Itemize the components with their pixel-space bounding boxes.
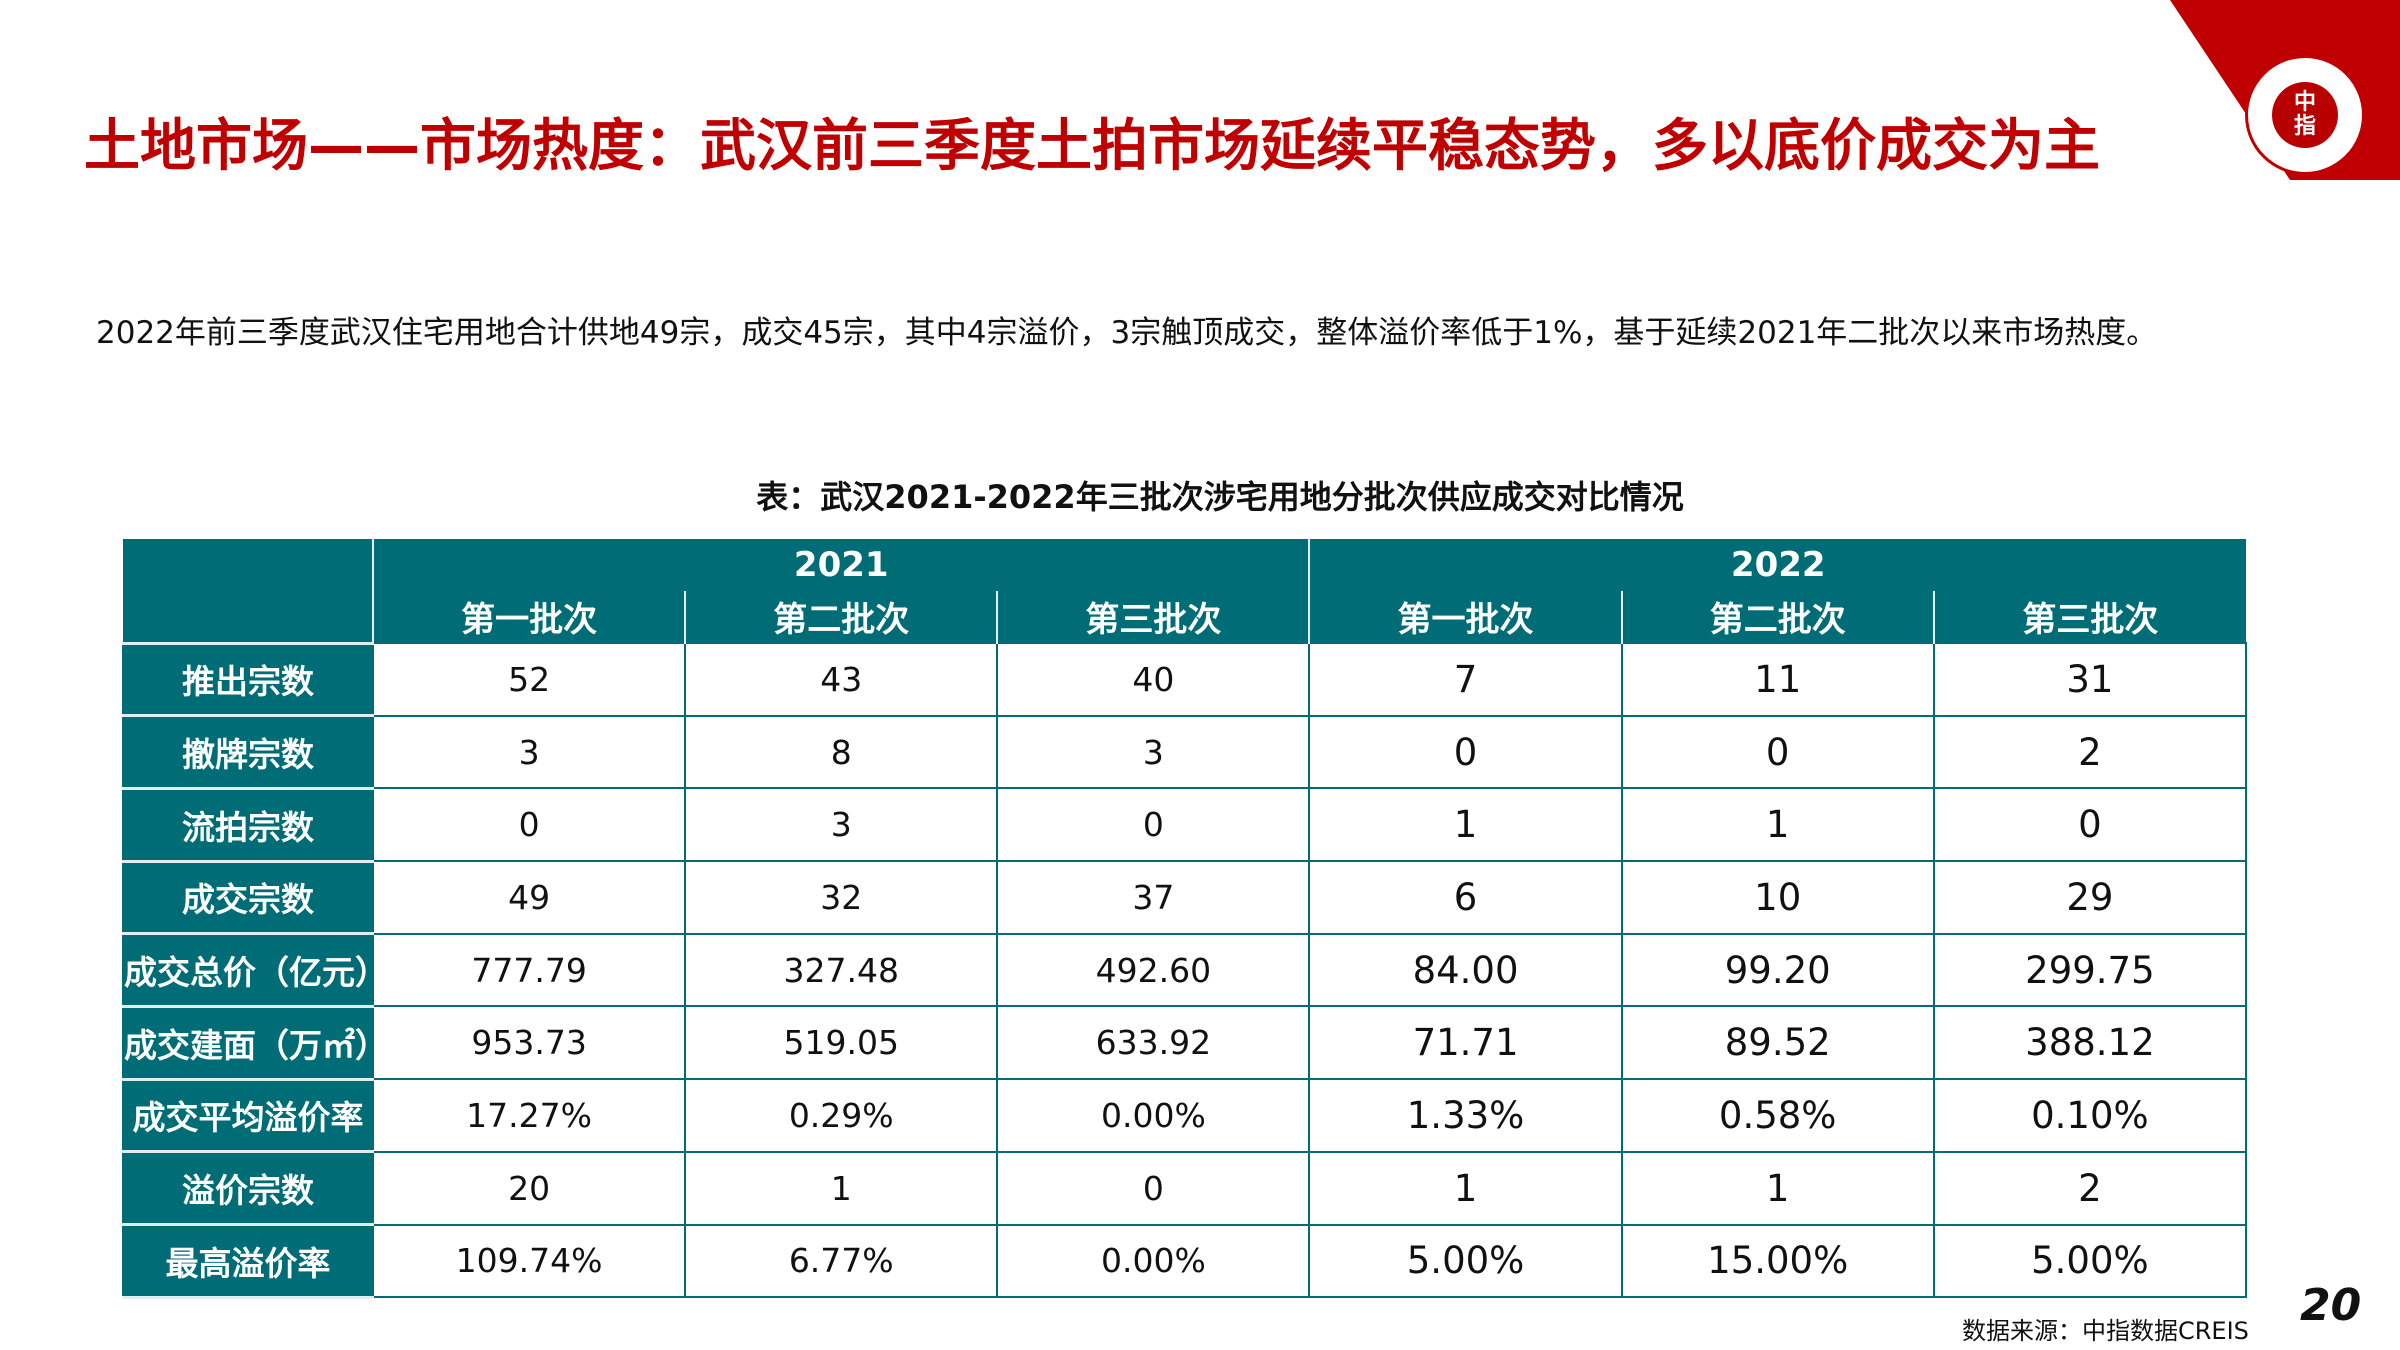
table-cell: 2: [1932, 714, 2248, 790]
logo-text: 指: [2293, 114, 2316, 139]
row-label: 成交平均溢价率: [122, 1078, 374, 1154]
year-header: 2022: [1308, 539, 2246, 591]
table-cell: 1: [684, 1150, 999, 1226]
table-cell: 32: [684, 860, 999, 935]
table-cell: 0.00%: [996, 1078, 1311, 1153]
table-cell: 8: [684, 714, 999, 790]
corner-cell: [123, 539, 373, 645]
page-title: 土地市场——市场热度：武汉前三季度土拍市场延续平稳态势，多以底价成交为主: [84, 114, 2100, 179]
row-label: 成交总价（亿元）: [122, 932, 374, 1008]
logo-text: 中: [2293, 89, 2316, 115]
table-cell: 49: [371, 860, 687, 935]
table-cell: 7: [1308, 642, 1623, 717]
table-cell: 5.00%: [1308, 1223, 1623, 1299]
table-cell: 89.52: [1620, 1005, 1935, 1081]
table-cell: 43: [684, 642, 999, 717]
row-label: 流拍宗数: [122, 787, 374, 863]
batch-header: 第二批次: [1620, 591, 1934, 643]
table-cell: 1: [1620, 1150, 1935, 1226]
table-cell: 299.75: [1932, 932, 2248, 1008]
table-row: 最高溢价率 109.74% 6.77% 0.00% 5.00% 15.00% 5.00%: [122, 1223, 2248, 1299]
table-cell: 0: [1308, 714, 1623, 790]
table-cell: 0.10%: [1932, 1078, 2248, 1153]
china-index-academy-logo: 中指: [2245, 55, 2365, 175]
row-label: 最高溢价率: [122, 1223, 374, 1299]
table-cell: 1: [1308, 1150, 1623, 1226]
row-label: 溢价宗数: [122, 1150, 374, 1226]
table-cell: 0: [996, 1150, 1311, 1226]
table-cell: 109.74%: [371, 1223, 687, 1299]
data-source: 数据来源：中指数据CREIS: [1962, 1317, 2249, 1345]
table-cell: 40: [996, 642, 1311, 717]
table-cell: 1: [1620, 787, 1935, 863]
table-cell: 15.00%: [1620, 1223, 1935, 1299]
table-cell: 99.20: [1620, 932, 1935, 1008]
table-cell: 0: [371, 787, 687, 863]
table-row: 成交建面（万㎡） 953.73 519.05 633.92 71.71 89.52 388.…: [122, 1005, 2248, 1081]
table-cell: 1: [1308, 787, 1623, 863]
table-row: 成交总价（亿元） 777.79 327.48 492.60 84.00 99.20 299.…: [122, 932, 2248, 1008]
table-cell: 84.00: [1308, 932, 1623, 1008]
table-cell: 31: [1932, 642, 2248, 717]
table-cell: 519.05: [684, 1005, 999, 1081]
table-cell: 52: [371, 642, 687, 717]
table-cell: 327.48: [684, 932, 999, 1008]
batch-header: 第三批次: [996, 591, 1310, 643]
table-row: 成交宗数 49 32 37 6 10 29: [122, 860, 2248, 936]
table-cell: 953.73: [371, 1005, 687, 1081]
table-row: 溢价宗数 20 1 0 1 1 2: [122, 1150, 2248, 1226]
table-cell: 3: [371, 714, 687, 790]
batch-header: 第二批次: [684, 591, 998, 643]
table-cell: 633.92: [996, 1005, 1311, 1081]
table-row: 流拍宗数 0 3 0 1 1 0: [122, 787, 2248, 863]
table-cell: 0.29%: [684, 1078, 999, 1153]
table-cell: 3: [684, 787, 999, 863]
row-label: 推出宗数: [122, 642, 374, 718]
batch-header: 第一批次: [1308, 591, 1622, 643]
table-cell: 5.00%: [1932, 1223, 2248, 1299]
table-cell: 492.60: [996, 932, 1311, 1008]
row-label: 成交宗数: [122, 860, 374, 936]
table-cell: 0: [1932, 787, 2248, 863]
batch-header: 第一批次: [371, 591, 686, 643]
table-row: 成交平均溢价率 17.27% 0.29% 0.00% 1.33% 0.58% 0.10%: [122, 1078, 2248, 1154]
table-cell: 71.71: [1308, 1005, 1623, 1081]
row-label: 撤牌宗数: [122, 714, 374, 790]
row-label: 成交建面（万㎡）: [122, 1005, 374, 1081]
year-header: 2021: [371, 539, 1310, 591]
table-cell: 6.77%: [684, 1223, 999, 1299]
table-cell: 0.00%: [996, 1223, 1311, 1299]
table-cell: 777.79: [371, 932, 687, 1008]
table-cell: 0: [996, 787, 1311, 863]
table-caption: 表：武汉2021-2022年三批次涉宅用地分批次供应成交对比情况: [756, 478, 1684, 516]
summary-paragraph: 2022年前三季度武汉住宅用地合计供地49宗，成交45宗，其中4宗溢价，3宗触顶…: [96, 315, 2158, 351]
table-cell: 20: [371, 1150, 687, 1226]
table-cell: 6: [1308, 860, 1623, 935]
table-cell: 17.27%: [371, 1078, 687, 1153]
table-cell: 0.58%: [1620, 1078, 1935, 1153]
table-cell: 37: [996, 860, 1311, 935]
table-row: 推出宗数 52 43 40 7 11 31: [122, 642, 2248, 718]
page-number: 20: [2300, 1280, 2362, 1331]
table-cell: 1.33%: [1308, 1078, 1623, 1153]
land-batch-table: 2021 2022 第一批次 第二批次 第三批次 第一批次 第二批次 第三批次 推出宗数 5…: [122, 539, 2248, 1299]
table-row: 撤牌宗数 3 8 3 0 0 2: [122, 714, 2248, 790]
table-cell: 388.12: [1932, 1005, 2248, 1081]
table-cell: 2: [1932, 1150, 2248, 1226]
table-cell: 29: [1932, 860, 2248, 935]
table-cell: 10: [1620, 860, 1935, 935]
batch-header: 第三批次: [1932, 591, 2246, 643]
table-cell: 3: [996, 714, 1311, 790]
table-cell: 0: [1620, 714, 1935, 790]
table-cell: 11: [1620, 642, 1935, 717]
